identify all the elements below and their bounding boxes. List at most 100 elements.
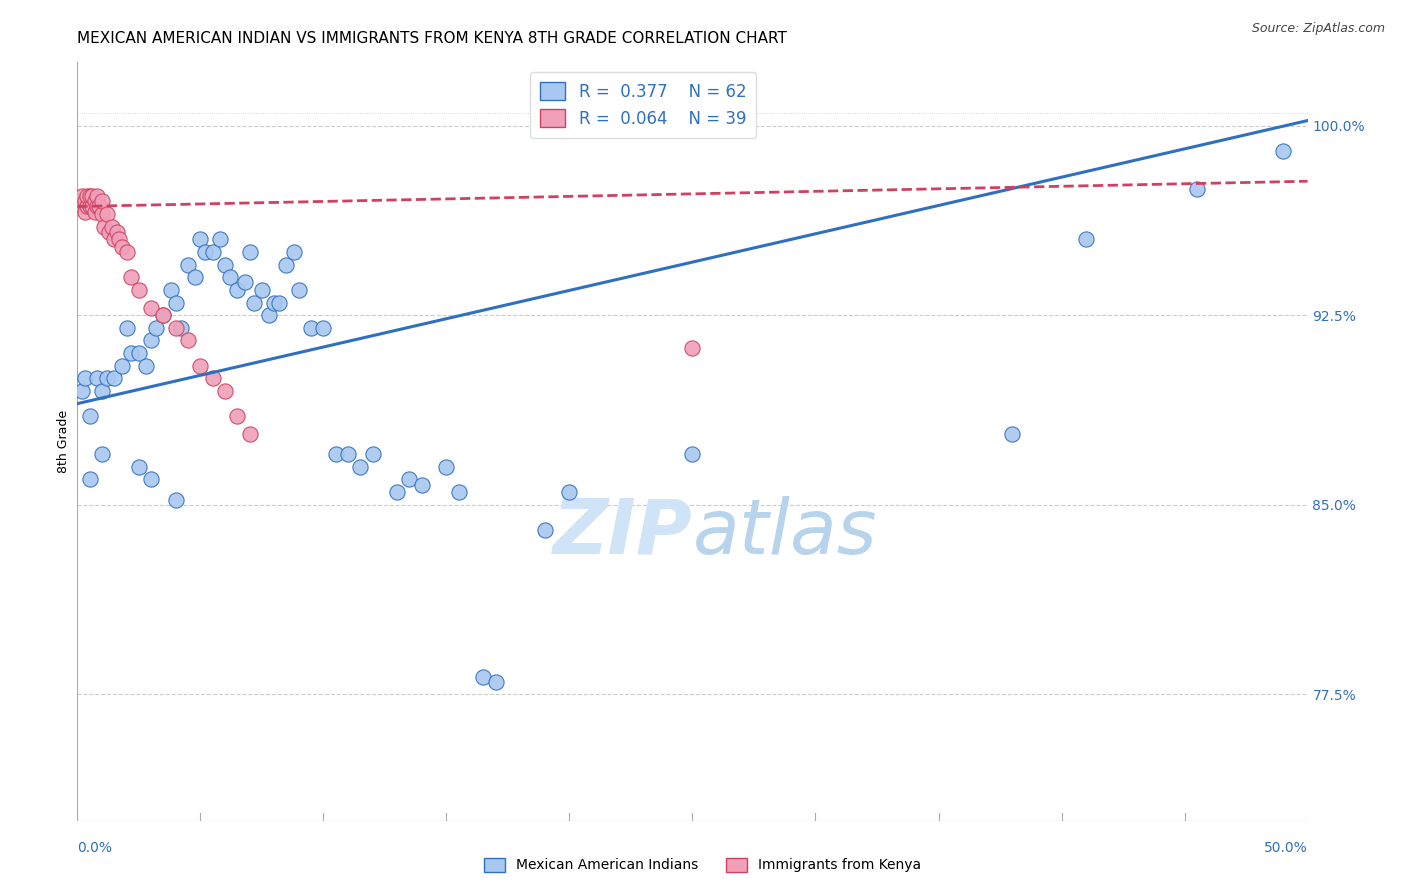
Point [76, 189, 98, 203]
Point [214, 384, 236, 398]
Point [170, 320, 193, 334]
Point [411, 477, 433, 491]
Point [152, 308, 174, 322]
Point [128, 346, 150, 360]
Point [325, 447, 347, 461]
Point [79, 409, 101, 424]
Point [70, 384, 93, 398]
Point [276, 258, 298, 272]
Point [128, 283, 150, 297]
Point [361, 447, 384, 461]
Point [121, 270, 143, 285]
Point [93, 219, 115, 234]
Point [288, 283, 311, 297]
Point [312, 320, 335, 334]
Point [86, 189, 108, 203]
Legend: Mexican American Indians, Immigrants from Kenya: Mexican American Indians, Immigrants fro… [479, 852, 927, 878]
Legend: R =  0.377    N = 62, R =  0.064    N = 39: R = 0.377 N = 62, R = 0.064 N = 39 [530, 72, 756, 138]
Point [105, 225, 128, 239]
Point [558, 485, 581, 500]
Point [76, 199, 98, 213]
Point [103, 232, 125, 246]
Point [90, 207, 114, 221]
Point [682, 447, 704, 461]
Point [299, 320, 322, 334]
Point [239, 426, 262, 441]
Point [98, 225, 121, 239]
Point [108, 232, 131, 246]
Point [101, 219, 124, 234]
Point [69, 194, 91, 209]
Point [141, 334, 163, 348]
Point [534, 523, 557, 537]
Point [70, 189, 93, 203]
Point [283, 244, 305, 259]
Point [90, 447, 114, 461]
Point [1272, 144, 1295, 158]
Point [160, 283, 183, 297]
Point [177, 334, 200, 348]
Point [485, 674, 508, 689]
Point [82, 199, 104, 213]
Point [86, 371, 108, 385]
Point [219, 270, 242, 285]
Point [1185, 182, 1208, 196]
Point [209, 232, 232, 246]
Point [682, 341, 704, 355]
Point [121, 346, 143, 360]
Text: Source: ZipAtlas.com: Source: ZipAtlas.com [1251, 22, 1385, 36]
Point [201, 244, 224, 259]
Point [1076, 232, 1098, 246]
Point [90, 194, 114, 209]
Point [436, 459, 458, 474]
Point [165, 295, 187, 310]
Point [214, 258, 236, 272]
Point [135, 359, 157, 373]
Point [83, 194, 105, 209]
Point [128, 459, 150, 474]
Point [96, 207, 118, 221]
Point [111, 240, 132, 254]
Point [90, 384, 114, 398]
Point [73, 371, 96, 385]
Point [115, 244, 138, 259]
Point [447, 485, 470, 500]
Point [184, 270, 207, 285]
Point [239, 244, 262, 259]
Point [349, 459, 371, 474]
Point [89, 199, 111, 213]
Point [73, 194, 96, 209]
Point [82, 189, 104, 203]
Point [226, 409, 249, 424]
Text: 0.0%: 0.0% [77, 841, 112, 855]
Point [96, 371, 118, 385]
Point [86, 199, 108, 213]
Point [73, 204, 96, 219]
Point [188, 359, 212, 373]
Text: MEXICAN AMERICAN INDIAN VS IMMIGRANTS FROM KENYA 8TH GRADE CORRELATION CHART: MEXICAN AMERICAN INDIAN VS IMMIGRANTS FR… [77, 31, 787, 46]
Point [103, 371, 125, 385]
Point [201, 371, 224, 385]
Point [259, 308, 281, 322]
Point [152, 308, 174, 322]
Point [263, 295, 285, 310]
Point [269, 295, 291, 310]
Point [177, 258, 200, 272]
Point [398, 473, 420, 487]
Point [165, 492, 187, 507]
Point [226, 283, 249, 297]
Point [70, 199, 93, 213]
Point [1001, 426, 1024, 441]
Point [145, 320, 167, 334]
Text: ZIP: ZIP [553, 496, 693, 569]
Point [79, 199, 101, 213]
Point [337, 447, 360, 461]
Y-axis label: 8th Grade: 8th Grade [58, 410, 70, 473]
Point [141, 473, 163, 487]
Point [141, 301, 163, 315]
Point [243, 295, 266, 310]
Text: atlas: atlas [693, 496, 877, 569]
Point [83, 204, 105, 219]
Point [111, 359, 132, 373]
Point [165, 320, 187, 334]
